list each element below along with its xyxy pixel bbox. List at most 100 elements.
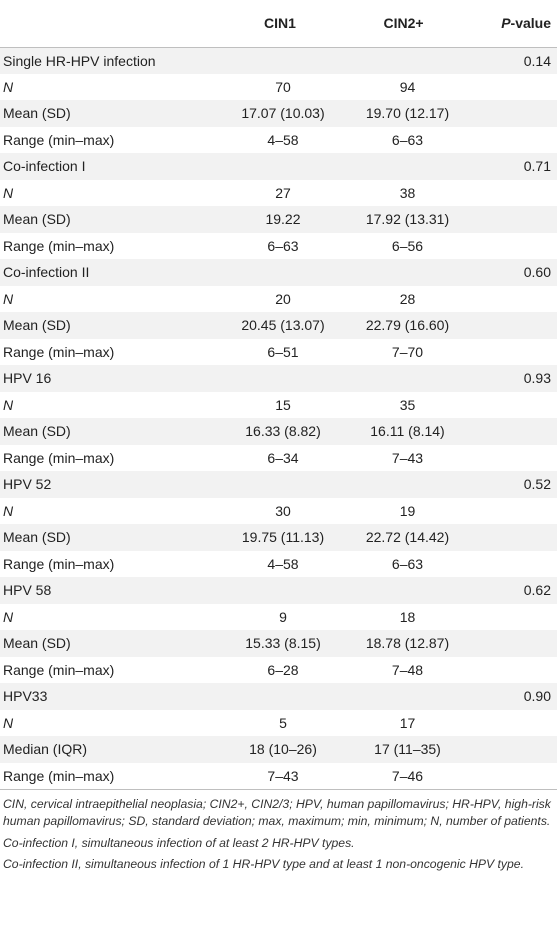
cin1-value: 19.22	[265, 211, 301, 228]
cin2-value: 35	[399, 396, 416, 413]
cin2-cell	[332, 153, 463, 180]
pvalue-cell	[463, 551, 557, 578]
table-row: Range (min–max) 6–51 7–70	[0, 338, 557, 365]
pvalue-cell	[463, 498, 557, 525]
table-body: Single HR-HPV infection 0.14 N 70 94 Mean (SD…	[0, 47, 557, 790]
row-label: Range (min–max)	[3, 555, 115, 572]
pvalue-cell: 0.60	[523, 264, 551, 281]
row-label: Mean (SD)	[3, 635, 71, 652]
table-row: Co-infection I 0.71	[0, 153, 557, 180]
pvalue-cell: 0.90	[523, 688, 551, 705]
pvalue-cell: 0.14	[523, 52, 551, 69]
cin2-value: 19	[399, 502, 416, 519]
row-label: N	[3, 78, 14, 95]
cin2-value: 17 (11–35)	[374, 741, 441, 758]
header-pvalue-rest: -value	[510, 15, 551, 32]
cin1-cell	[208, 365, 332, 392]
cin1-value: 70	[275, 78, 291, 95]
row-label: N	[3, 502, 14, 519]
table-row: Single HR-HPV infection 0.14	[0, 47, 557, 74]
pvalue-cell	[463, 180, 557, 207]
row-label: N	[3, 714, 14, 731]
table-row: Mean (SD) 19.75 (11.13) 22.72 (14.42)	[0, 524, 557, 551]
row-label: Mean (SD)	[3, 317, 71, 334]
group-name: HPV 58	[3, 582, 52, 599]
cin1-value: 16.33 (8.82)	[245, 423, 321, 440]
pvalue-cell: 0.93	[523, 370, 551, 387]
header-cin2: CIN2+	[332, 0, 463, 48]
table-row: HPV 58 0.62	[0, 577, 557, 604]
table-container: CIN1 CIN2+ P-value Single HR-HPV infecti…	[0, 0, 557, 871]
cin2-cell	[332, 259, 463, 286]
group-name: HPV33	[3, 688, 48, 705]
cin2-value: 22.79 (16.60)	[365, 317, 450, 334]
table-row: Mean (SD) 17.07 (10.03) 19.70 (12.17)	[0, 100, 557, 127]
cin2-value: 7–43	[391, 449, 424, 466]
footnote: Co-infection I, simultaneous infection o…	[3, 835, 355, 850]
pvalue-cell	[463, 657, 557, 684]
cin2-value: 6–63	[391, 555, 424, 572]
table-row: Co-infection II 0.60	[0, 259, 557, 286]
pvalue-cell: 0.62	[523, 582, 551, 599]
row-label: Range (min–max)	[3, 661, 115, 678]
row-label: Mean (SD)	[3, 211, 71, 228]
cin2-value: 17.92 (13.31)	[365, 211, 450, 228]
pvalue-cell	[463, 524, 557, 551]
row-label: N	[3, 290, 14, 307]
cin1-value: 20.45 (13.07)	[241, 317, 325, 334]
pvalue-cell	[463, 604, 557, 631]
footnote: CIN, cervical intraepithelial neoplasia;…	[3, 796, 551, 829]
cin1-cell	[208, 577, 332, 604]
cin2-value: 18.78 (12.87)	[365, 635, 450, 652]
table-row: HPV 16 0.93	[0, 365, 557, 392]
cin1-value: 9	[279, 608, 287, 625]
cin1-value: 15	[275, 396, 291, 413]
cin2-value: 28	[399, 290, 416, 307]
cin2-cell	[332, 471, 463, 498]
pvalue-cell	[463, 100, 557, 127]
table-row: N 9 18	[0, 603, 557, 631]
row-label: N	[3, 184, 14, 201]
row-label: Mean (SD)	[3, 105, 71, 122]
cin1-value: 15.33 (8.15)	[245, 635, 321, 652]
cin1-value: 30	[275, 502, 291, 519]
cin1-cell	[208, 259, 332, 286]
data-table: CIN1 CIN2+ P-value Single HR-HPV infecti…	[0, 0, 557, 790]
pvalue-cell	[463, 127, 557, 154]
cin2-value: 17	[399, 714, 416, 731]
pvalue-cell	[463, 710, 557, 737]
header-empty	[0, 0, 208, 48]
cin2-value: 38	[399, 184, 416, 201]
table-row: N 27 38	[0, 179, 557, 207]
table-row: Mean (SD) 16.33 (8.82) 16.11 (8.14)	[0, 418, 557, 445]
row-label: Range (min–max)	[3, 237, 115, 254]
pvalue-cell	[463, 736, 557, 763]
pvalue-cell: 0.71	[523, 158, 551, 175]
pvalue-cell	[463, 762, 557, 790]
table-row: Range (min–max) 6–28 7–48	[0, 656, 557, 684]
row-label: Range (min–max)	[3, 131, 115, 148]
header-pvalue: P-value	[463, 0, 557, 48]
cin1-value: 6–34	[267, 449, 299, 466]
cin1-cell	[208, 683, 332, 710]
row-label: Mean (SD)	[3, 529, 71, 546]
table-row: Range (min–max) 4–58 6–63	[0, 126, 557, 154]
cin2-value: 94	[399, 78, 416, 95]
row-label: Range (min–max)	[3, 343, 115, 360]
table-row: Mean (SD) 19.22 17.92 (13.31)	[0, 206, 557, 233]
table-row: HPV 52 0.52	[0, 471, 557, 498]
table-row: Range (min–max) 4–58 6–63	[0, 550, 557, 578]
row-label: N	[3, 396, 14, 413]
table-row: Median (IQR) 18 (10–26) 17 (11–35)	[0, 736, 557, 763]
cin1-value: 18 (10–26)	[249, 741, 317, 758]
cin2-value: 7–46	[332, 762, 463, 790]
table-row: N 5 17	[0, 709, 557, 737]
pvalue-cell	[463, 630, 557, 657]
cin1-value: 19.75 (11.13)	[241, 529, 325, 546]
pvalue-cell	[463, 418, 557, 445]
table-row: N 30 19	[0, 497, 557, 525]
cin1-value: 6–51	[267, 343, 299, 360]
table-row: Mean (SD) 20.45 (13.07) 22.79 (16.60)	[0, 312, 557, 339]
table-row: HPV33 0.90	[0, 683, 557, 710]
table-row: Range (min–max) 6–34 7–43	[0, 444, 557, 471]
